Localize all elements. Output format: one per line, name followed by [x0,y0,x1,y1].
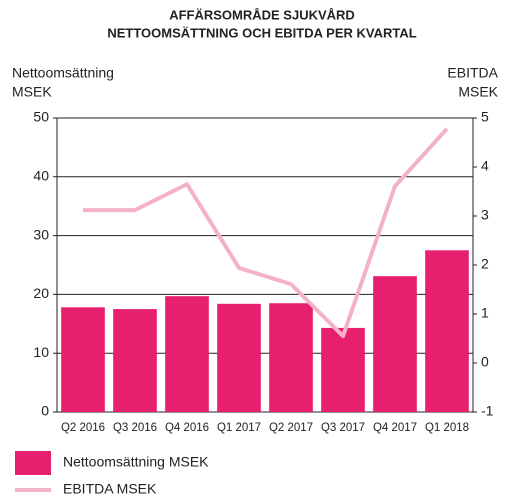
x-tick-label: Q3 2017 [321,422,365,434]
y2-tick-label: 1 [481,305,489,321]
bar [373,276,417,412]
y-tick-label: 10 [33,344,49,360]
x-tick-label: Q4 2016 [165,422,209,434]
chart-title: AFFÄRSOMRÅDE SJUKVÅRD [169,7,355,22]
line [83,127,449,339]
x-tick-label: Q2 2017 [269,422,313,434]
y-tick-label: 40 [33,168,49,184]
y2-tick-label: 5 [481,109,489,125]
bar [113,309,157,412]
y2-tick-label: 0 [481,354,489,370]
legend-swatch [15,451,51,475]
legend-label: Nettoomsättning MSEK [63,454,209,470]
y-tick-label: 30 [33,226,49,242]
y-axis-label: MSEK [12,84,52,100]
y-tick-label: 0 [41,403,49,419]
x-tick-label: Q3 2016 [113,422,157,434]
y-tick-label: 20 [33,285,49,301]
x-tick-label: Q1 2017 [217,422,261,434]
x-tick-label: Q4 2017 [373,422,417,434]
y2-axis-label: MSEK [458,84,498,100]
y2-tick-label: 2 [481,256,489,272]
y2-axis-label: EBITDA [447,65,498,81]
chart-title: NETTOOMSÄTTNING OCH EBITDA PER KVARTAL [107,25,416,40]
bar [165,296,209,412]
bar [425,250,469,412]
bar [269,303,313,412]
y-tick-label: 50 [33,109,49,125]
y2-tick-label: -1 [481,403,494,419]
legend-label: EBITDA MSEK [63,481,157,497]
y2-tick-label: 4 [481,158,489,174]
y2-tick-label: 3 [481,207,489,223]
bar [61,307,105,412]
x-tick-label: Q2 2016 [61,422,105,434]
bar [321,327,365,412]
bar [217,303,261,412]
y-axis-label: Nettoomsättning [12,65,114,81]
x-tick-label: Q1 2018 [425,422,469,434]
